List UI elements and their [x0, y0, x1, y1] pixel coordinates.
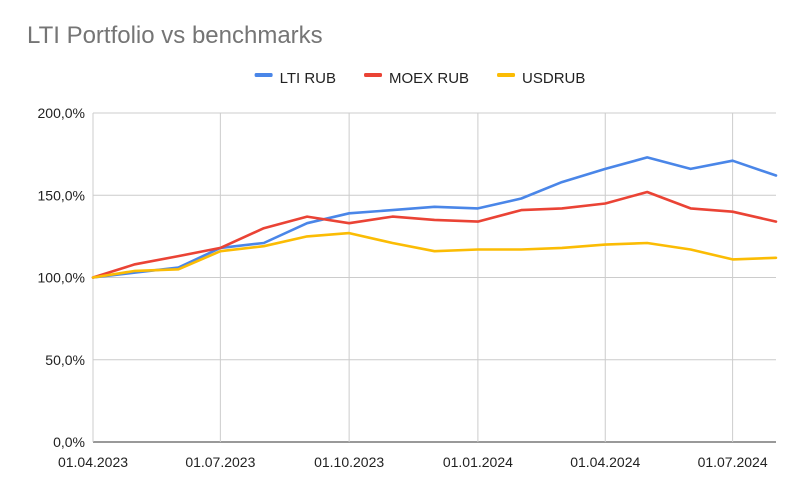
x-tick-label: 01.07.2023	[185, 454, 255, 470]
x-tick-label: 01.04.2024	[570, 454, 640, 470]
y-tick-label: 200,0%	[38, 105, 85, 121]
legend-label: LTI RUB	[280, 70, 336, 87]
legend-swatch	[254, 73, 273, 77]
series-line-usdrub	[91, 231, 778, 279]
x-tick-label: 01.10.2023	[314, 454, 384, 470]
x-tick-label: 01.04.2023	[58, 454, 128, 470]
x-tick-label: 01.07.2024	[698, 454, 768, 470]
y-tick-label: 50,0%	[45, 352, 85, 368]
y-tick-label: 150,0%	[38, 187, 85, 203]
legend-label: MOEX RUB	[389, 70, 469, 87]
y-tick-label: 100,0%	[38, 270, 85, 286]
series-line-moex-rub	[91, 190, 778, 279]
legend-swatch	[364, 73, 383, 77]
x-tick-label: 01.01.2024	[443, 454, 513, 470]
y-tick-label: 0,0%	[53, 434, 85, 450]
legend-swatch	[497, 73, 516, 77]
series-line-lti-rub	[91, 156, 778, 279]
legend-label: USDRUB	[522, 70, 585, 87]
chart-title: LTI Portfolio vs benchmarks	[27, 22, 323, 49]
